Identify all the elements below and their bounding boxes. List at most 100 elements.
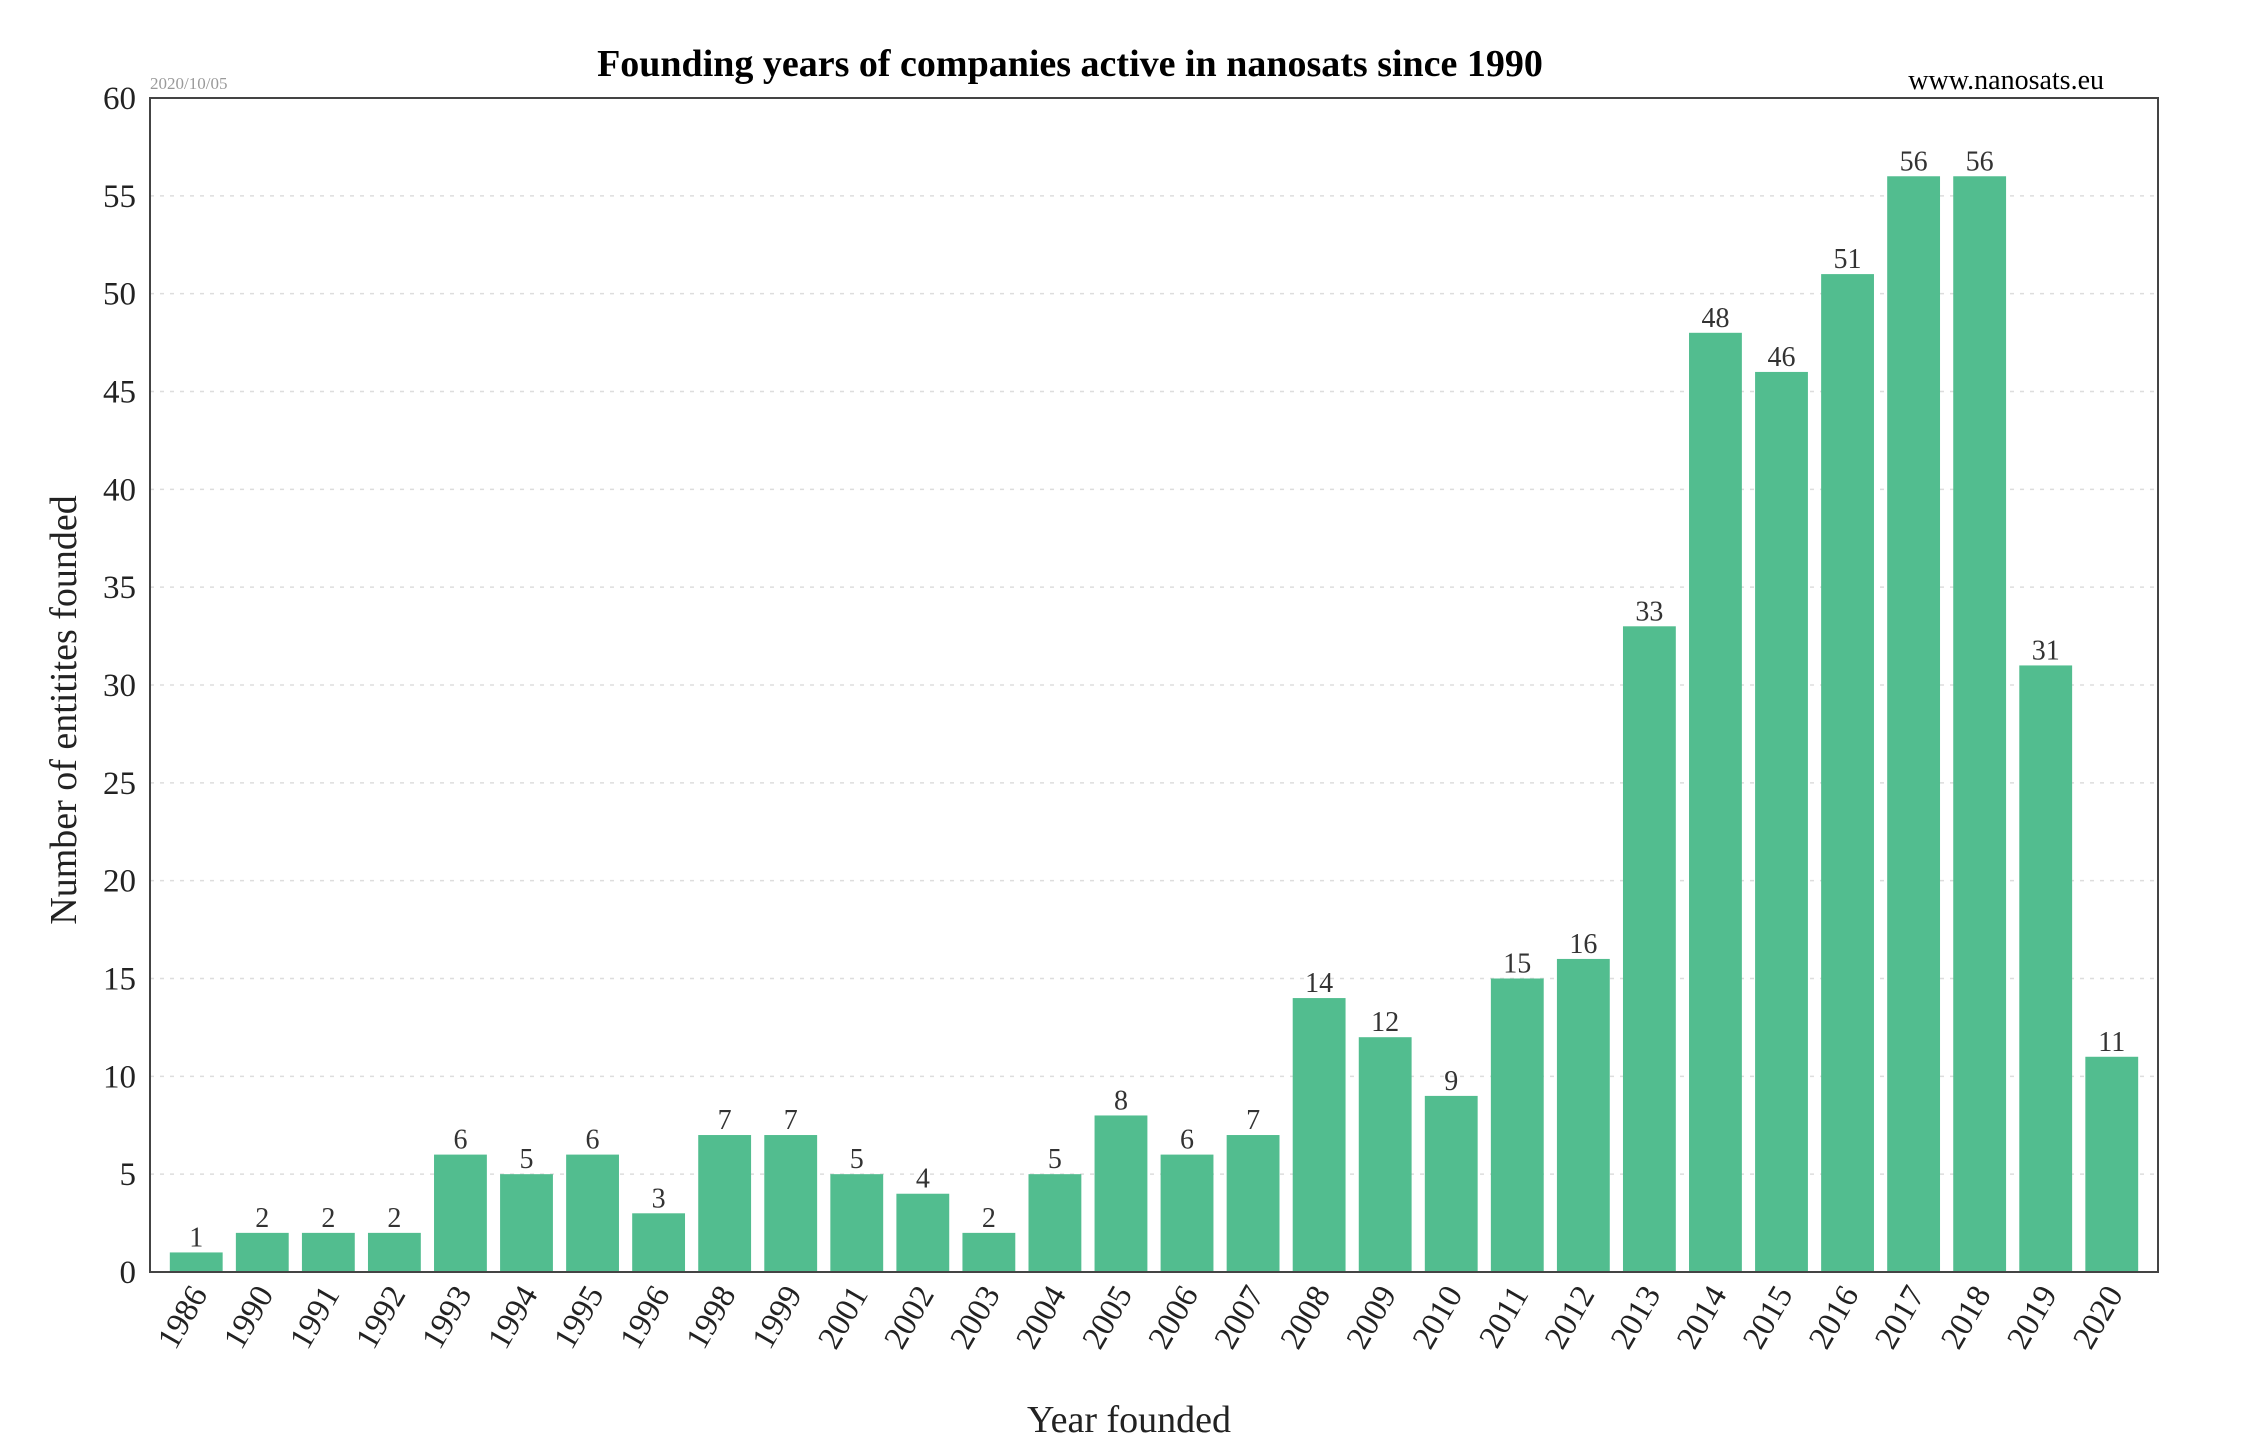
data-label-1999: 7 xyxy=(784,1105,798,1136)
x-tick-label-2018: 2018 xyxy=(1934,1280,1998,1355)
data-label-2005: 8 xyxy=(1114,1085,1128,1116)
bar-2001 xyxy=(830,1174,884,1272)
bar-2013 xyxy=(1622,626,1676,1272)
data-label-1991: 2 xyxy=(321,1203,335,1234)
bar-2016 xyxy=(1821,274,1874,1273)
bar-1990 xyxy=(235,1232,289,1272)
data-label-2011: 15 xyxy=(1503,949,1531,980)
data-label-2006: 6 xyxy=(1180,1125,1194,1156)
x-tick-label-2008: 2008 xyxy=(1274,1280,1338,1355)
y-tick-label: 15 xyxy=(103,962,136,998)
x-tick-label-2016: 2016 xyxy=(1802,1280,1866,1355)
x-tick-label-1990: 1990 xyxy=(217,1280,281,1355)
x-tick-label-2010: 2010 xyxy=(1406,1280,1470,1355)
bar-2019 xyxy=(2019,665,2073,1272)
bar-1992 xyxy=(367,1232,421,1272)
data-label-2007: 7 xyxy=(1246,1105,1260,1136)
x-tick-label-2014: 2014 xyxy=(1670,1280,1734,1355)
y-tick-label: 30 xyxy=(103,668,136,704)
y-tick-label: 0 xyxy=(120,1255,137,1291)
bars xyxy=(169,176,2139,1273)
x-tick-label-2017: 2017 xyxy=(1868,1280,1932,1355)
x-tick-label-2012: 2012 xyxy=(1538,1280,1602,1355)
bar-2011 xyxy=(1490,978,1544,1272)
bar-1998 xyxy=(698,1135,752,1272)
bar-1986 xyxy=(169,1252,223,1272)
x-tick-label-1986: 1986 xyxy=(151,1280,215,1355)
x-axis-ticks: 1986 1990 1991 1992 1993 1994 1995 1996 1998 1999… xyxy=(151,1280,2131,1355)
y-tick-label: 20 xyxy=(103,864,136,900)
data-label-1993: 6 xyxy=(453,1125,467,1156)
y-axis-label: Number of entitites founded xyxy=(43,495,85,925)
bar-2006 xyxy=(1160,1154,1214,1272)
bar-1996 xyxy=(632,1213,686,1272)
bar-1995 xyxy=(566,1154,619,1272)
data-label-2008: 14 xyxy=(1305,968,1333,999)
x-tick-label-2011: 2011 xyxy=(1473,1280,1537,1354)
bar-1999 xyxy=(764,1135,818,1272)
x-tick-label-1998: 1998 xyxy=(679,1280,743,1355)
bar-2004 xyxy=(1028,1174,1082,1272)
y-tick-label: 5 xyxy=(120,1157,137,1193)
data-label-2016: 51 xyxy=(1834,244,1862,275)
x-tick-label-2009: 2009 xyxy=(1340,1280,1404,1355)
x-tick-label-1994: 1994 xyxy=(481,1280,545,1355)
x-tick-label-2001: 2001 xyxy=(812,1280,876,1355)
x-tick-label-2013: 2013 xyxy=(1604,1280,1668,1355)
x-tick-label-1995: 1995 xyxy=(547,1280,611,1355)
data-label-1990: 2 xyxy=(255,1203,269,1234)
data-label-2015: 46 xyxy=(1768,342,1796,373)
bar-2005 xyxy=(1094,1115,1148,1272)
x-tick-label-2004: 2004 xyxy=(1010,1280,1074,1355)
y-tick-label: 50 xyxy=(103,277,136,313)
x-tick-label-2005: 2005 xyxy=(1076,1280,1140,1355)
bar-1991 xyxy=(301,1232,355,1272)
bar-2020 xyxy=(2085,1056,2139,1272)
data-label-2020: 11 xyxy=(2098,1027,2125,1058)
data-label-1986: 1 xyxy=(189,1222,203,1253)
chart-title: Founding years of companies active in na… xyxy=(597,43,1543,85)
bar-2009 xyxy=(1358,1037,1412,1272)
plot-frame xyxy=(149,97,2159,1273)
x-tick-label-2020: 2020 xyxy=(2067,1280,2131,1355)
x-tick-label-1996: 1996 xyxy=(613,1280,677,1355)
bar-2015 xyxy=(1755,371,1808,1272)
data-label-2017: 56 xyxy=(1900,146,1928,177)
y-tick-label: 45 xyxy=(103,375,136,411)
x-tick-label-1991: 1991 xyxy=(283,1280,347,1355)
x-tick-label-1993: 1993 xyxy=(415,1280,479,1355)
bar-2007 xyxy=(1226,1135,1280,1272)
y-tick-label: 35 xyxy=(103,570,136,606)
data-label-2014: 48 xyxy=(1701,303,1729,334)
data-label-2010: 9 xyxy=(1444,1066,1458,1097)
x-tick-label-1992: 1992 xyxy=(349,1280,413,1355)
data-label-2012: 16 xyxy=(1569,929,1597,960)
date-stamp: 2020/10/05 xyxy=(150,74,227,93)
bar-2003 xyxy=(962,1232,1016,1272)
x-tick-label-2019: 2019 xyxy=(2000,1280,2064,1355)
y-tick-label: 40 xyxy=(103,472,136,508)
bar-2018 xyxy=(1953,176,2007,1273)
y-tick-label: 25 xyxy=(103,766,136,802)
data-label-2001: 5 xyxy=(850,1144,864,1175)
data-label-1995: 6 xyxy=(586,1125,600,1156)
data-label-2003: 2 xyxy=(982,1203,996,1234)
data-label-2009: 12 xyxy=(1371,1007,1399,1038)
y-axis-ticks: 0 5 10 15 20 25 30 35 40 45 50 55 60 xyxy=(103,81,136,1291)
data-label-2013: 33 xyxy=(1635,596,1663,627)
y-tick-label: 10 xyxy=(103,1059,136,1095)
x-axis-label: Year founded xyxy=(1027,1399,1231,1441)
y-tick-label: 60 xyxy=(103,81,136,117)
y-tick-label: 55 xyxy=(103,179,136,215)
x-tick-label-2007: 2007 xyxy=(1208,1280,1272,1355)
bar-2002 xyxy=(896,1193,950,1272)
data-label-2002: 4 xyxy=(916,1164,930,1195)
x-tick-label-2015: 2015 xyxy=(1736,1280,1800,1355)
x-tick-label-2006: 2006 xyxy=(1142,1280,1206,1355)
bar-2017 xyxy=(1887,176,1941,1273)
data-label-2018: 56 xyxy=(1966,146,1994,177)
data-label-1998: 7 xyxy=(718,1105,732,1136)
bar-1993 xyxy=(434,1154,487,1272)
